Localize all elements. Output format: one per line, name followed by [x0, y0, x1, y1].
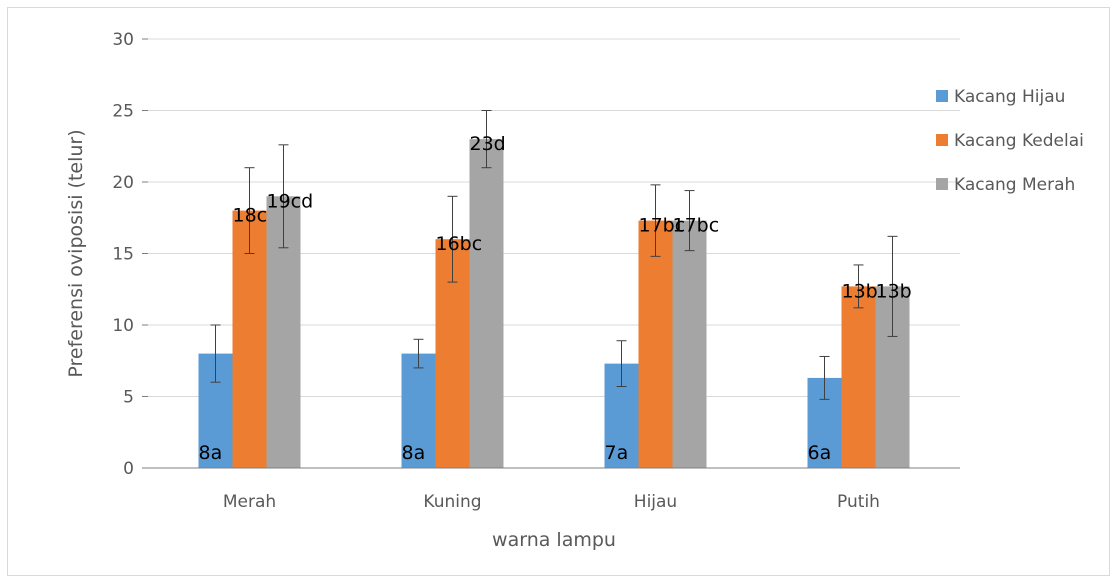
data-label: 17bc — [639, 215, 686, 237]
bar-kacang-merah — [469, 139, 504, 468]
x-tick-label: Merah — [223, 492, 276, 512]
bar-kacang-hijau — [401, 353, 436, 468]
data-label: 8a — [199, 442, 223, 464]
x-axis-title: warna lampu — [492, 529, 616, 551]
y-tick-label: 5 — [123, 388, 134, 408]
legend-entry: Kacang Hijau — [954, 87, 1065, 107]
x-tick-label: Hijau — [634, 492, 677, 512]
data-label: 18c — [233, 205, 268, 227]
x-tick-label: Putih — [837, 492, 880, 512]
data-label: 13b — [842, 280, 878, 302]
legend-swatch — [936, 134, 948, 146]
bar-kacang-kedelai — [638, 220, 673, 468]
legend: Kacang Hijau Kacang Kedelai Kacang Merah — [936, 87, 1084, 195]
y-tick-label: 25 — [112, 102, 134, 122]
x-tick-label: Kuning — [423, 492, 481, 512]
x-axis-ticks: Merah Kuning Hijau Putih — [223, 492, 880, 512]
y-tick-label: 20 — [112, 173, 134, 193]
data-label: 13b — [876, 280, 912, 302]
data-label: 6a — [808, 442, 832, 464]
bar-kacang-merah — [672, 220, 707, 468]
y-axis-ticks: 0 5 10 15 20 25 30 — [112, 30, 148, 479]
legend-entry: Kacang Merah — [954, 175, 1075, 195]
legend-swatch — [936, 178, 948, 190]
data-label: 17bc — [673, 215, 720, 237]
data-label: 23d — [470, 133, 506, 155]
y-tick-label: 30 — [112, 30, 134, 50]
data-label: 19cd — [267, 190, 314, 212]
data-label: 7a — [605, 442, 629, 464]
error-bars — [210, 110, 898, 400]
bar-kacang-kedelai — [841, 286, 876, 468]
legend-entry: Kacang Kedelai — [954, 131, 1084, 151]
legend-swatch — [936, 90, 948, 102]
y-axis-title: Preferensi oviposisi (telur) — [65, 129, 87, 377]
y-tick-label: 10 — [112, 316, 134, 336]
y-tick-label: 15 — [112, 245, 134, 265]
chart-frame — [7, 7, 1110, 576]
data-label: 8a — [402, 442, 426, 464]
bars — [198, 139, 910, 469]
data-label: 16bc — [436, 233, 483, 255]
y-tick-label: 0 — [123, 459, 134, 479]
